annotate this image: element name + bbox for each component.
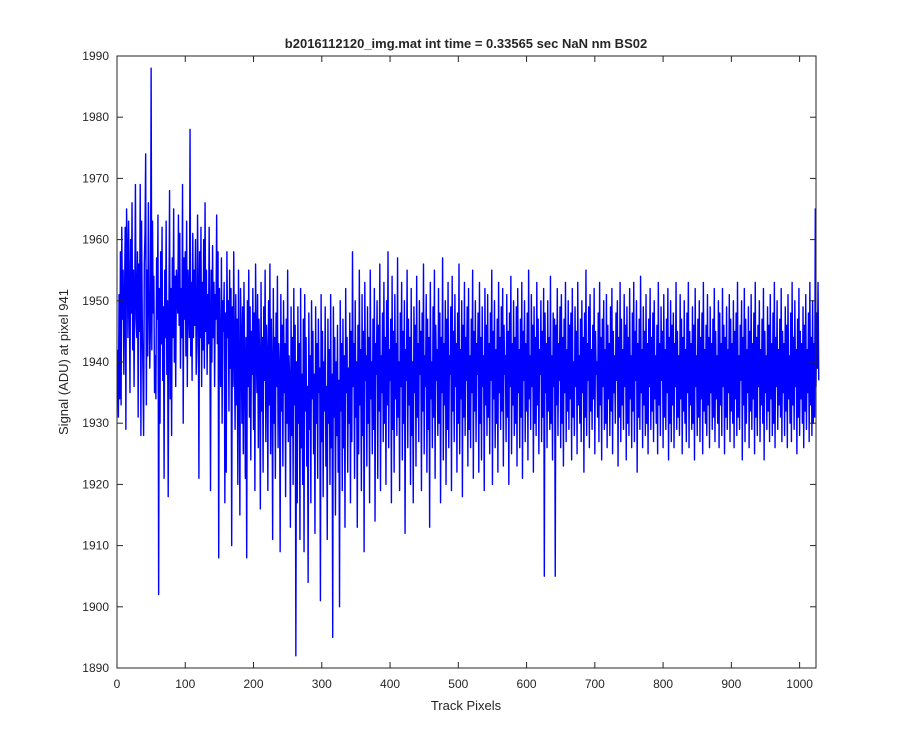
x-tick-label: 800 — [653, 677, 673, 691]
y-tick-label: 1990 — [82, 49, 109, 63]
series-layer — [116, 67, 820, 657]
y-tick-label: 1950 — [82, 294, 109, 308]
y-tick-label: 1970 — [82, 171, 109, 185]
x-tick-label: 0 — [114, 677, 121, 691]
x-tick-label: 1000 — [786, 677, 813, 691]
y-tick-label: 1890 — [82, 661, 109, 675]
x-tick-label: 400 — [380, 677, 400, 691]
y-axis-label: Signal (ADU) at pixel 941 — [56, 289, 71, 435]
chart-title: b2016112120_img.mat int time = 0.33565 s… — [285, 36, 647, 51]
x-tick-label: 900 — [721, 677, 741, 691]
y-tick-label: 1930 — [82, 416, 109, 430]
x-tick-label: 700 — [585, 677, 605, 691]
y-tick-label: 1910 — [82, 539, 109, 553]
y-tick-label: 1920 — [82, 477, 109, 491]
x-tick-label: 300 — [312, 677, 332, 691]
x-tick-label: 100 — [175, 677, 195, 691]
y-tick-label: 1980 — [82, 110, 109, 124]
x-tick-label: 600 — [517, 677, 537, 691]
series-line-0 — [116, 67, 820, 657]
x-tick-label: 500 — [448, 677, 468, 691]
x-tick-label: 200 — [244, 677, 264, 691]
ticks-layer: 0 100 200 300 400 500 600 700 800 900 1000 1890 1900… — [82, 49, 816, 691]
y-tick-label: 1940 — [82, 355, 109, 369]
y-tick-label: 1900 — [82, 600, 109, 614]
y-tick-label: 1960 — [82, 233, 109, 247]
x-axis-label: Track Pixels — [431, 698, 502, 713]
